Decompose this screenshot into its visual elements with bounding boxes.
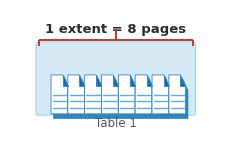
Polygon shape (101, 75, 118, 114)
Polygon shape (113, 75, 118, 86)
Polygon shape (129, 75, 134, 86)
Polygon shape (120, 80, 137, 118)
Polygon shape (151, 75, 168, 114)
Text: Table 1: Table 1 (94, 117, 136, 130)
Polygon shape (135, 75, 151, 114)
Polygon shape (168, 75, 185, 114)
Polygon shape (104, 80, 120, 118)
Polygon shape (96, 75, 101, 86)
Polygon shape (154, 80, 170, 118)
Polygon shape (171, 80, 187, 118)
Polygon shape (68, 75, 84, 114)
Polygon shape (84, 75, 101, 114)
Polygon shape (53, 80, 70, 118)
Polygon shape (79, 75, 84, 86)
Polygon shape (163, 75, 168, 86)
Polygon shape (51, 75, 67, 114)
Polygon shape (62, 75, 67, 86)
Polygon shape (118, 75, 134, 114)
Polygon shape (70, 80, 87, 118)
Polygon shape (180, 75, 185, 86)
Text: 1 extent = 8 pages: 1 extent = 8 pages (45, 23, 186, 36)
FancyBboxPatch shape (36, 42, 195, 115)
Polygon shape (87, 80, 103, 118)
Polygon shape (137, 80, 154, 118)
Polygon shape (146, 75, 151, 86)
